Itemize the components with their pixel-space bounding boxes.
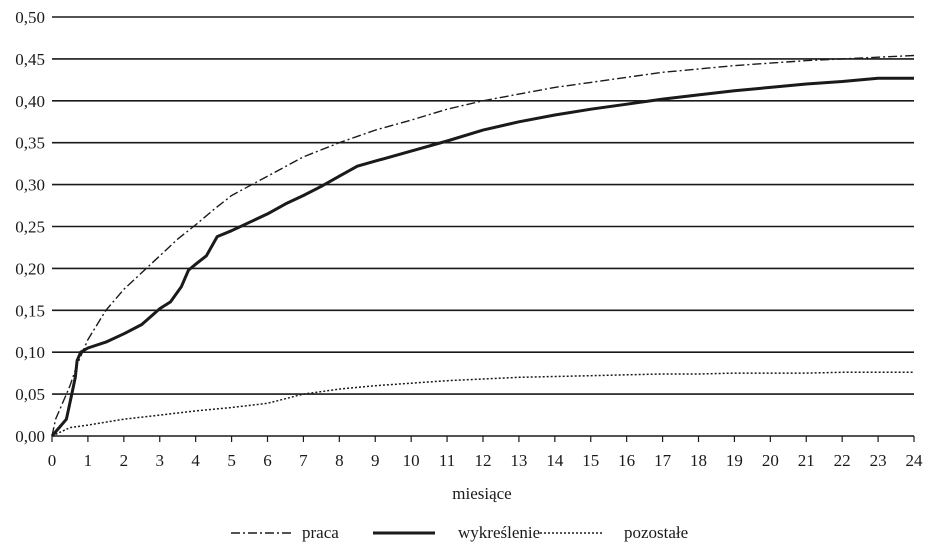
- x-tick-label: 23: [870, 451, 887, 470]
- legend-label: wykreślenie: [458, 523, 540, 542]
- x-tick-label: 4: [191, 451, 200, 470]
- x-tick-label: 3: [156, 451, 165, 470]
- series-lines: [50, 54, 915, 437]
- grid-lines: [52, 16, 914, 395]
- y-tick-label: 0,50: [15, 8, 45, 27]
- x-tick-label: 9: [371, 451, 380, 470]
- x-tick-label: 2: [120, 451, 129, 470]
- x-tick-label: 13: [510, 451, 527, 470]
- series-line-pozostałe: [51, 371, 914, 437]
- x-tick-label: 17: [654, 451, 672, 470]
- y-tick-label: 0,10: [15, 343, 45, 362]
- x-tick-label: 16: [618, 451, 635, 470]
- y-tick-label: 0,15: [15, 301, 45, 320]
- x-tick-label: 10: [403, 451, 420, 470]
- y-tick-label: 0,40: [15, 92, 45, 111]
- x-tick-label: 22: [834, 451, 851, 470]
- x-tick-label: 0: [48, 451, 57, 470]
- y-tick-label: 0,20: [15, 259, 45, 278]
- x-tick-label: 5: [227, 451, 236, 470]
- x-tick-label: 21: [798, 451, 815, 470]
- x-tick-label: 11: [439, 451, 455, 470]
- x-tick-label: 6: [263, 451, 272, 470]
- x-tick-label: 14: [546, 451, 564, 470]
- x-tick-label: 20: [762, 451, 779, 470]
- series-line-praca: [51, 54, 915, 437]
- x-tick-label: 19: [726, 451, 743, 470]
- legend: praca wykreślenie pozostałe: [231, 523, 688, 542]
- y-tick-label: 0,45: [15, 50, 45, 69]
- x-tick-label: 12: [475, 451, 492, 470]
- x-tick-label: 18: [690, 451, 707, 470]
- y-tick-label: 0,25: [15, 218, 45, 237]
- legend-label: praca: [302, 523, 339, 542]
- y-tick-label: 0,35: [15, 134, 45, 153]
- legend-label: pozostałe: [624, 523, 688, 542]
- y-tick-label: 0,00: [15, 427, 45, 446]
- x-axis: 0 1 2 3 4 5 6 7 8 9 10 11 12 13 14 15 16 17 18 19 20 21 22 23 24: [48, 435, 924, 470]
- y-axis-ticks: 0,00 0,05 0,10 0,15 0,20 0,25 0,30 0,35 0,40 0,45…: [15, 8, 45, 446]
- x-tick-label: 8: [335, 451, 344, 470]
- x-tick-label: 15: [582, 451, 599, 470]
- x-tick-label: 24: [906, 451, 924, 470]
- x-tick-label: 1: [84, 451, 93, 470]
- series-line-wykreślenie: [50, 76, 914, 437]
- y-tick-label: 0,30: [15, 176, 45, 195]
- y-tick-label: 0,05: [15, 385, 45, 404]
- x-axis-title: miesiące: [452, 484, 511, 503]
- x-tick-label: 7: [299, 451, 308, 470]
